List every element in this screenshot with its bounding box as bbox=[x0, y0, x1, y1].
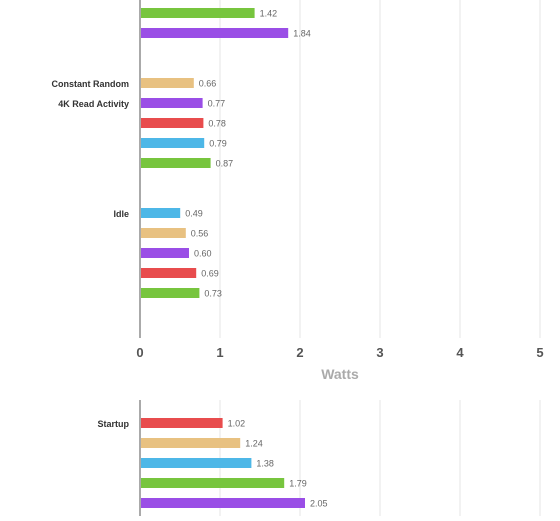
bar bbox=[141, 158, 211, 168]
data-label: 0.78 bbox=[208, 119, 226, 129]
bar bbox=[141, 228, 186, 238]
bar bbox=[141, 478, 285, 488]
bar bbox=[141, 458, 252, 468]
x-tick-label: 1 bbox=[216, 345, 223, 360]
bar bbox=[141, 98, 203, 108]
data-label: 0.49 bbox=[185, 209, 203, 219]
x-tick-label: 2 bbox=[296, 345, 303, 360]
bar bbox=[141, 138, 205, 148]
bar bbox=[141, 438, 241, 448]
data-label: 1.24 bbox=[245, 439, 263, 449]
bar bbox=[141, 118, 204, 128]
data-label: 0.60 bbox=[194, 249, 212, 259]
data-label: 1.38 bbox=[256, 459, 274, 469]
data-label: 1.79 bbox=[289, 479, 307, 489]
category-label: Startup bbox=[98, 419, 130, 429]
data-label: 0.87 bbox=[216, 159, 234, 169]
category-label: 4K Read Activity bbox=[58, 99, 129, 109]
category-label: Constant Random bbox=[52, 79, 130, 89]
data-label: 1.42 bbox=[260, 9, 278, 19]
x-axis-title: Watts bbox=[321, 366, 359, 382]
bar bbox=[141, 248, 189, 258]
data-label: 0.79 bbox=[209, 139, 227, 149]
bar bbox=[141, 28, 289, 38]
data-label: 0.73 bbox=[204, 289, 222, 299]
x-tick-label: 4 bbox=[456, 345, 464, 360]
data-label: 0.69 bbox=[201, 269, 219, 279]
bar bbox=[141, 78, 194, 88]
bar bbox=[141, 498, 305, 508]
x-tick-label: 5 bbox=[536, 345, 543, 360]
bar bbox=[141, 268, 197, 278]
bar bbox=[141, 208, 181, 218]
x-tick-label: 0 bbox=[136, 345, 143, 360]
category-label: Idle bbox=[113, 209, 129, 219]
data-label: 0.56 bbox=[191, 229, 209, 239]
bar bbox=[141, 418, 223, 428]
data-label: 0.77 bbox=[208, 99, 226, 109]
data-label: 1.84 bbox=[293, 29, 311, 39]
data-label: 0.66 bbox=[199, 79, 217, 89]
data-label: 1.02 bbox=[228, 419, 246, 429]
bar bbox=[141, 288, 200, 298]
x-tick-label: 3 bbox=[376, 345, 383, 360]
data-label: 2.05 bbox=[310, 499, 328, 509]
bar bbox=[141, 8, 255, 18]
